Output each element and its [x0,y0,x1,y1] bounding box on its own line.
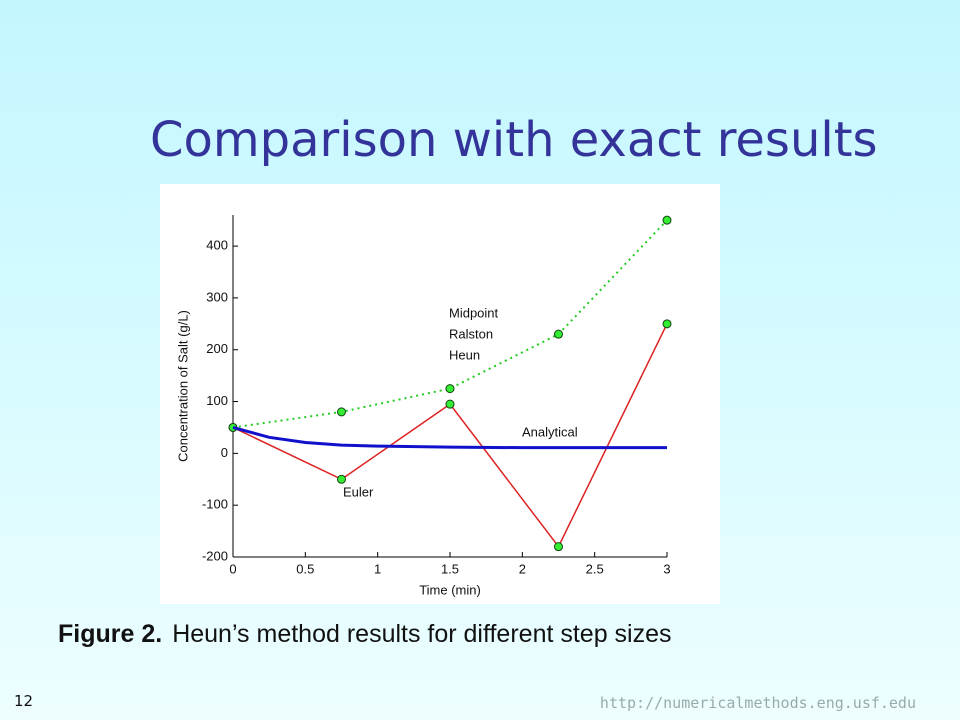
slide-title: Comparison with exact results [150,112,878,168]
annotation: Midpoint [449,305,499,320]
x-tick-label: 3 [663,561,670,576]
data-point [445,399,455,409]
annotation: Ralston [449,326,493,341]
annotation: Euler [343,484,374,499]
x-tick-label: 0.5 [296,561,314,576]
data-point [662,215,672,225]
chart: Time (min) Concentration of Salt (g/L) M… [160,184,720,604]
footer-url: http://numericalmethods.eng.usf.edu [599,694,916,712]
data-point [554,542,563,552]
x-tick-label: 0 [229,561,236,576]
data-point [337,407,346,417]
y-tick-label: 300 [206,289,228,304]
figure-caption: Figure 2. Heun’s method results for diffe… [58,620,672,649]
annotation: Analytical [522,424,578,439]
page-number: 12 [14,692,34,710]
series-line [232,219,668,429]
y-tick-label: 200 [206,341,228,356]
caption-label: Figure 2. [58,620,163,648]
chart-background [160,184,720,604]
x-tick-label: 1 [374,561,381,576]
series-line [232,426,667,450]
x-axis-label: Time (min) [419,582,481,597]
y-tick-label: -200 [202,548,228,563]
y-tick-label: 400 [206,238,228,253]
annotation: Heun [449,347,480,362]
x-tick-label: 2 [519,561,526,576]
data-point [445,384,455,394]
x-tick-label: 2.5 [586,561,604,576]
caption-text: Heun’s method results for different step… [172,620,672,648]
y-axis-label: Concentration of Salt (g/L) [175,310,190,462]
y-tick-label: 100 [206,393,228,408]
data-point [337,474,346,484]
y-tick-label: 0 [221,445,228,460]
data-point [662,319,672,329]
data-point [554,329,563,339]
x-tick-label: 1.5 [441,561,459,576]
y-tick-label: -100 [202,497,228,512]
